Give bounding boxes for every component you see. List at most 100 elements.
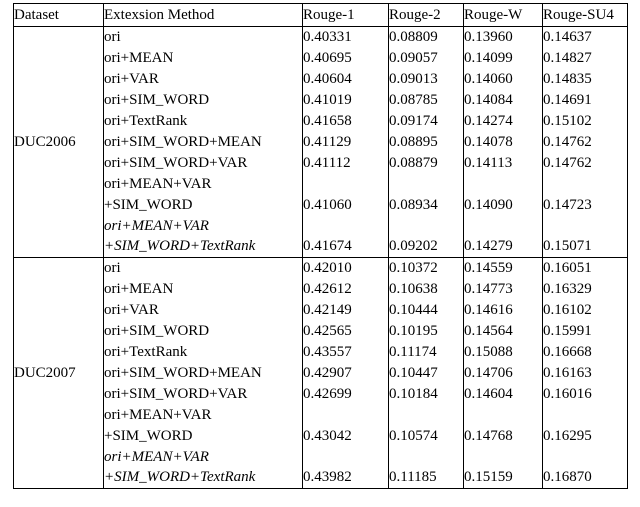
value-cell: 0.14113 xyxy=(463,152,543,174)
value-cell: 0.14604 xyxy=(463,383,543,405)
value-cell: 0.41019 xyxy=(302,89,389,111)
value-cell: 0.14274 xyxy=(463,110,543,132)
header-rouge-1: Rouge-1 xyxy=(302,3,389,27)
value-cell: 0.40331 xyxy=(302,26,389,48)
table-row: ori+MEAN 0.42612 0.10638 0.14773 0.16329 xyxy=(14,278,628,300)
value-cell xyxy=(463,404,543,426)
table-row: +SIM_WORD+TextRank 0.41674 0.09202 0.14279 0… xyxy=(14,236,628,258)
method-cell: ori+VAR xyxy=(103,299,303,321)
method-cell: ori+SIM_WORD+MEAN xyxy=(103,362,303,384)
method-cell: ori+VAR xyxy=(103,68,303,90)
header-method: Extexsion Method xyxy=(103,3,303,27)
value-cell: 0.42565 xyxy=(302,320,389,342)
value-cell: 0.09174 xyxy=(388,110,464,132)
value-cell xyxy=(542,215,628,237)
method-cell: +SIM_WORD+TextRank xyxy=(103,467,303,489)
value-cell: 0.42149 xyxy=(302,299,389,321)
value-cell: 0.09013 xyxy=(388,68,464,90)
value-cell: 0.41674 xyxy=(302,236,389,258)
table-row: ori+SIM_WORD+MEAN 0.42907 0.10447 0.14706 0.… xyxy=(14,362,628,384)
header-rouge-w: Rouge-W xyxy=(463,3,543,27)
table-row: ori+VAR 0.40604 0.09013 0.14060 0.14835 xyxy=(14,68,628,90)
header-row: Dataset Extexsion Method Rouge-1 Rouge-2… xyxy=(13,3,628,27)
results-table: Dataset Extexsion Method Rouge-1 Rouge-2… xyxy=(13,3,628,489)
value-cell: 0.16295 xyxy=(542,425,628,447)
value-cell: 0.16016 xyxy=(542,383,628,405)
table-row: ori+SIM_WORD+VAR 0.42699 0.10184 0.14604 0.1… xyxy=(14,383,628,405)
table-row: ori+MEAN+VAR xyxy=(14,404,628,426)
value-cell: 0.14637 xyxy=(542,26,628,48)
method-cell: ori+TextRank xyxy=(103,341,303,363)
value-cell: 0.14762 xyxy=(542,131,628,153)
value-cell xyxy=(542,404,628,426)
value-cell: 0.16329 xyxy=(542,278,628,300)
value-cell xyxy=(388,404,464,426)
method-cell: +SIM_WORD xyxy=(103,194,303,216)
value-cell: 0.10638 xyxy=(388,278,464,300)
section-duc2007: DUC2007 ori 0.42010 0.10372 0.14559 0.16051 or… xyxy=(13,257,628,489)
value-cell: 0.40604 xyxy=(302,68,389,90)
value-cell: 0.10444 xyxy=(388,299,464,321)
method-cell: ori+SIM_WORD xyxy=(103,320,303,342)
table-row: ori+SIM_WORD+MEAN 0.41129 0.08895 0.14078 0.… xyxy=(14,131,628,153)
value-cell: 0.42907 xyxy=(302,362,389,384)
header-rouge-su4: Rouge-SU4 xyxy=(542,3,628,27)
value-cell: 0.43042 xyxy=(302,425,389,447)
table-row: ori+SIM_WORD+VAR 0.41112 0.08879 0.14113 0.1… xyxy=(14,152,628,174)
value-cell: 0.14099 xyxy=(463,47,543,69)
table-row: ori+SIM_WORD 0.41019 0.08785 0.14084 0.14691 xyxy=(14,89,628,111)
table-row: DUC2007 ori 0.42010 0.10372 0.14559 0.16051 xyxy=(13,257,628,489)
method-cell: ori+MEAN+VAR xyxy=(103,446,303,468)
value-cell: 0.08934 xyxy=(388,194,464,216)
table-row: ori+MEAN+VAR xyxy=(14,215,628,237)
method-cell: ori+MEAN+VAR xyxy=(103,404,303,426)
value-cell: 0.13960 xyxy=(463,26,543,48)
value-cell: 0.14835 xyxy=(542,68,628,90)
method-cell: ori+TextRank xyxy=(103,110,303,132)
value-cell xyxy=(302,446,389,468)
table-row: ori+MEAN 0.40695 0.09057 0.14099 0.14827 xyxy=(14,47,628,69)
value-cell: 0.14060 xyxy=(463,68,543,90)
value-cell: 0.40695 xyxy=(302,47,389,69)
dataset-label: DUC2006 xyxy=(13,26,104,258)
value-cell: 0.43557 xyxy=(302,341,389,363)
method-cell: ori+SIM_WORD xyxy=(103,89,303,111)
header-dataset: Dataset xyxy=(13,3,104,27)
value-cell xyxy=(542,173,628,195)
value-cell: 0.42612 xyxy=(302,278,389,300)
table-row: +SIM_WORD 0.43042 0.10574 0.14768 0.16295 xyxy=(14,425,628,447)
table-row: ori+MEAN+VAR xyxy=(14,173,628,195)
value-cell xyxy=(302,404,389,426)
method-cell: ori+MEAN+VAR xyxy=(103,215,303,237)
value-cell: 0.10184 xyxy=(388,383,464,405)
value-cell: 0.41112 xyxy=(302,152,389,174)
table-row: ori+TextRank 0.41658 0.09174 0.14274 0.15102 xyxy=(14,110,628,132)
value-cell: 0.08785 xyxy=(388,89,464,111)
method-cell: ori+SIM_WORD+VAR xyxy=(103,383,303,405)
table-row: +SIM_WORD+TextRank 0.43982 0.11185 0.15159 0… xyxy=(14,467,628,489)
value-cell: 0.14827 xyxy=(542,47,628,69)
value-cell: 0.41658 xyxy=(302,110,389,132)
value-cell: 0.16163 xyxy=(542,362,628,384)
value-cell: 0.14279 xyxy=(463,236,543,258)
value-cell: 0.11185 xyxy=(388,467,464,489)
table-header: Dataset Extexsion Method Rouge-1 Rouge-2… xyxy=(13,3,628,27)
value-cell: 0.16668 xyxy=(542,341,628,363)
table-row: ori+SIM_WORD 0.42565 0.10195 0.14564 0.15991 xyxy=(14,320,628,342)
value-cell: 0.14616 xyxy=(463,299,543,321)
value-cell: 0.14090 xyxy=(463,194,543,216)
value-cell: 0.10372 xyxy=(388,257,464,279)
method-cell: ori+SIM_WORD+VAR xyxy=(103,152,303,174)
method-cell: +SIM_WORD xyxy=(103,425,303,447)
dataset-label: DUC2007 xyxy=(13,257,104,489)
value-cell: 0.42699 xyxy=(302,383,389,405)
value-cell: 0.15102 xyxy=(542,110,628,132)
value-cell: 0.10195 xyxy=(388,320,464,342)
table-row: ori+VAR 0.42149 0.10444 0.14616 0.16102 xyxy=(14,299,628,321)
value-cell: 0.14762 xyxy=(542,152,628,174)
value-cell: 0.16051 xyxy=(542,257,628,279)
value-cell: 0.14768 xyxy=(463,425,543,447)
value-cell: 0.14706 xyxy=(463,362,543,384)
header-rouge-2: Rouge-2 xyxy=(388,3,464,27)
method-cell: ori xyxy=(103,257,303,279)
